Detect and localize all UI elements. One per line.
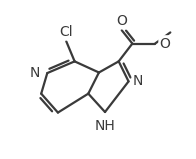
Text: N: N xyxy=(133,74,143,88)
Text: Cl: Cl xyxy=(59,25,73,39)
Text: O: O xyxy=(116,14,127,28)
Text: O: O xyxy=(160,37,171,51)
Text: NH: NH xyxy=(95,119,115,133)
Text: N: N xyxy=(29,66,40,80)
